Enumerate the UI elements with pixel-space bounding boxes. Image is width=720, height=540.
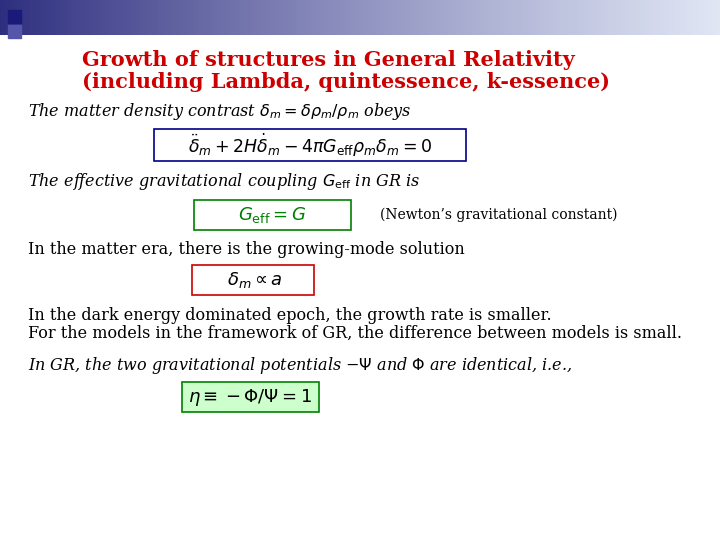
Bar (8, 25, 21, 38)
Text: (including Lambda, quintessence, k-essence): (including Lambda, quintessence, k-essen… (82, 72, 610, 92)
FancyBboxPatch shape (182, 382, 319, 412)
FancyBboxPatch shape (194, 200, 351, 230)
Text: $\ddot{\delta}_m + 2H\dot{\delta}_m - 4\pi G_{\mathrm{eff}}\rho_m\delta_m = 0$: $\ddot{\delta}_m + 2H\dot{\delta}_m - 4\… (188, 131, 432, 159)
Text: (Newton’s gravitational constant): (Newton’s gravitational constant) (380, 208, 618, 222)
Text: In the matter era, there is the growing-mode solution: In the matter era, there is the growing-… (28, 241, 464, 259)
Text: In GR, the two gravitational potentials $-\Psi$ and $\Phi$ are identical, i.e.,: In GR, the two gravitational potentials … (28, 354, 572, 375)
Text: The effective gravitational coupling $G_{\mathrm{eff}}$ in GR is: The effective gravitational coupling $G_… (28, 172, 420, 192)
Text: $G_{\mathrm{eff}} = G$: $G_{\mathrm{eff}} = G$ (238, 205, 306, 225)
Bar (8, 10, 21, 23)
Text: $\delta_m \propto a$: $\delta_m \propto a$ (228, 270, 283, 290)
Text: $\eta \equiv -\Phi/\Psi = 1$: $\eta \equiv -\Phi/\Psi = 1$ (188, 387, 312, 408)
Text: In the dark energy dominated epoch, the growth rate is smaller.: In the dark energy dominated epoch, the … (28, 307, 552, 323)
Text: Growth of structures in General Relativity: Growth of structures in General Relativi… (82, 50, 575, 70)
FancyBboxPatch shape (154, 129, 466, 161)
Text: The matter density contrast $\delta_m = \delta\rho_m/\rho_m$ obeys: The matter density contrast $\delta_m = … (28, 102, 412, 123)
Text: For the models in the framework of GR, the difference between models is small.: For the models in the framework of GR, t… (28, 325, 682, 341)
FancyBboxPatch shape (192, 265, 314, 295)
